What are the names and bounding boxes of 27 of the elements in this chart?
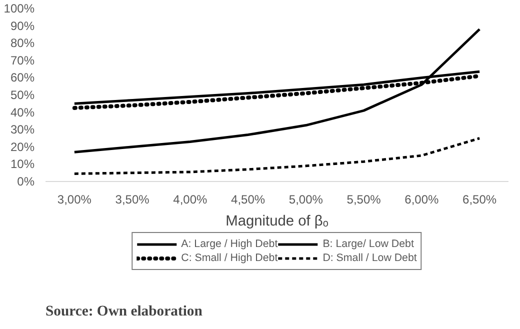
y-tick-label: 90% — [10, 18, 35, 33]
y-tick-label: 20% — [10, 140, 35, 154]
x-tick-label: 4,50% — [231, 192, 266, 206]
y-tick-label: 80% — [10, 36, 35, 50]
x-tick-label: 6,00% — [404, 192, 440, 206]
x-axis-title: Magnitude of βₒ — [226, 214, 329, 230]
y-tick-label: 10% — [10, 157, 35, 172]
x-tick-label: 4,00% — [173, 192, 208, 206]
line-series — [73, 137, 481, 175]
line-series — [73, 28, 481, 154]
x-tick-label: 5,50% — [346, 192, 382, 206]
x-tick-label: 3,50% — [115, 192, 150, 206]
legend-label: C: Small / High Debt — [181, 251, 278, 265]
y-tick-label: 100% — [4, 2, 35, 16]
y-tick-label: 30% — [10, 122, 35, 137]
x-tick-label: 6,50% — [462, 192, 497, 206]
y-tick-label: 40% — [10, 105, 35, 120]
legend-label: B: Large/ Low Debt — [322, 237, 414, 251]
y-tick-label: 60% — [10, 70, 35, 85]
legend-label: A: Large / High Debt — [181, 237, 278, 251]
legend-label: D: Small / Low Debt — [322, 251, 417, 265]
y-tick-label: 70% — [10, 53, 35, 68]
x-tick-label: 3,00% — [57, 192, 92, 206]
source-note: Source: Own elaboration — [46, 304, 202, 320]
y-tick-label: 50% — [10, 88, 35, 102]
x-tick-label: 5,00% — [288, 192, 324, 206]
y-tick-label: 0% — [17, 174, 35, 188]
